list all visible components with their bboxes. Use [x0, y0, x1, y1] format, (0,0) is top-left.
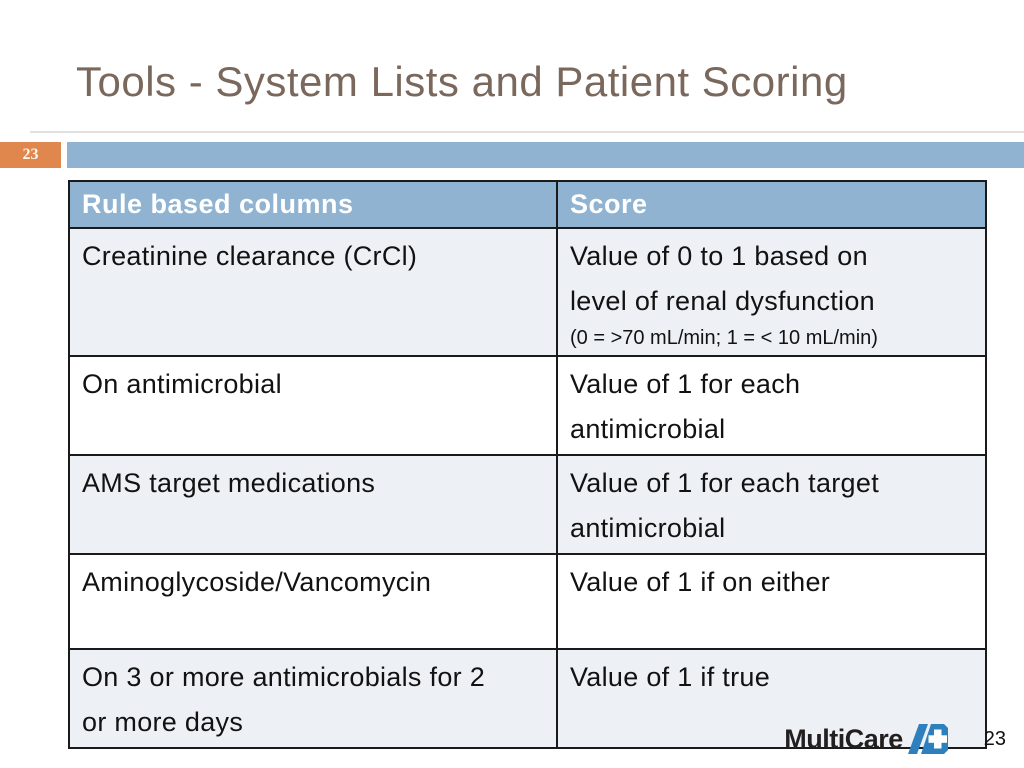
rule-text: Creatinine clearance (CrCl) [82, 241, 418, 271]
score-text: Value of 1 for each antimicrobial [570, 369, 801, 444]
table-cell-score: Value of 1 for each antimicrobial [556, 355, 987, 456]
table-cell-rule: On antimicrobial [68, 355, 558, 456]
score-text: Value of 1 if true [570, 662, 771, 692]
table-header-row: Rule based columns Score [68, 180, 987, 229]
table-row: AMS target medications Value of 1 for ea… [68, 454, 987, 555]
slide-title: Tools - System Lists and Patient Scoring [76, 58, 848, 105]
page-number: 23 [983, 727, 1006, 750]
multicare-logo-icon [907, 724, 948, 754]
multicare-logo-text: MultiCare [784, 723, 903, 754]
score-text: Value of 1 if on either [570, 567, 831, 597]
table-row: On 3 or more antimicrobials for 2 or mor… [68, 648, 987, 749]
rule-text: On antimicrobial [82, 369, 282, 399]
table-cell-score: Value of 0 to 1 based on level of renal … [556, 227, 987, 357]
score-text: Value of 0 to 1 based on level of renal … [570, 241, 875, 316]
table-cell-rule: Creatinine clearance (CrCl) [68, 227, 558, 357]
table-cell-score: Value of 1 if on either [556, 553, 987, 650]
table-header-rule-columns: Rule based columns [68, 180, 558, 229]
footer: MultiCare 23 [784, 722, 1006, 756]
table-cell-rule: Aminoglycoside/Vancomycin [68, 553, 558, 650]
rule-text: AMS target medications [82, 468, 376, 498]
table-row: On antimicrobial Value of 1 for each ant… [68, 355, 987, 456]
table-cell-rule: On 3 or more antimicrobials for 2 or mor… [68, 648, 558, 749]
table-cell-score: Value of 1 for each target antimicrobial [556, 454, 987, 555]
table-cell-score: Value of 1 if true [556, 648, 987, 749]
table-row: Aminoglycoside/Vancomycin Value of 1 if … [68, 553, 987, 650]
title-divider [30, 131, 1024, 133]
score-note: (0 = >70 mL/min; 1 = < 10 mL/min) [570, 327, 878, 349]
table-header-score: Score [556, 180, 987, 229]
rule-text: On 3 or more antimicrobials for 2 or mor… [82, 662, 486, 737]
score-text: Value of 1 for each target antimicrobial [570, 468, 879, 543]
accent-bar [67, 142, 1024, 168]
table-row: Creatinine clearance (CrCl) Value of 0 t… [68, 227, 987, 357]
table-cell-rule: AMS target medications [68, 454, 558, 555]
rule-text: Aminoglycoside/Vancomycin [82, 567, 432, 597]
slide-number-badge: 23 [0, 142, 61, 168]
scoring-table: Rule based columns Score Creatinine clea… [68, 180, 987, 749]
